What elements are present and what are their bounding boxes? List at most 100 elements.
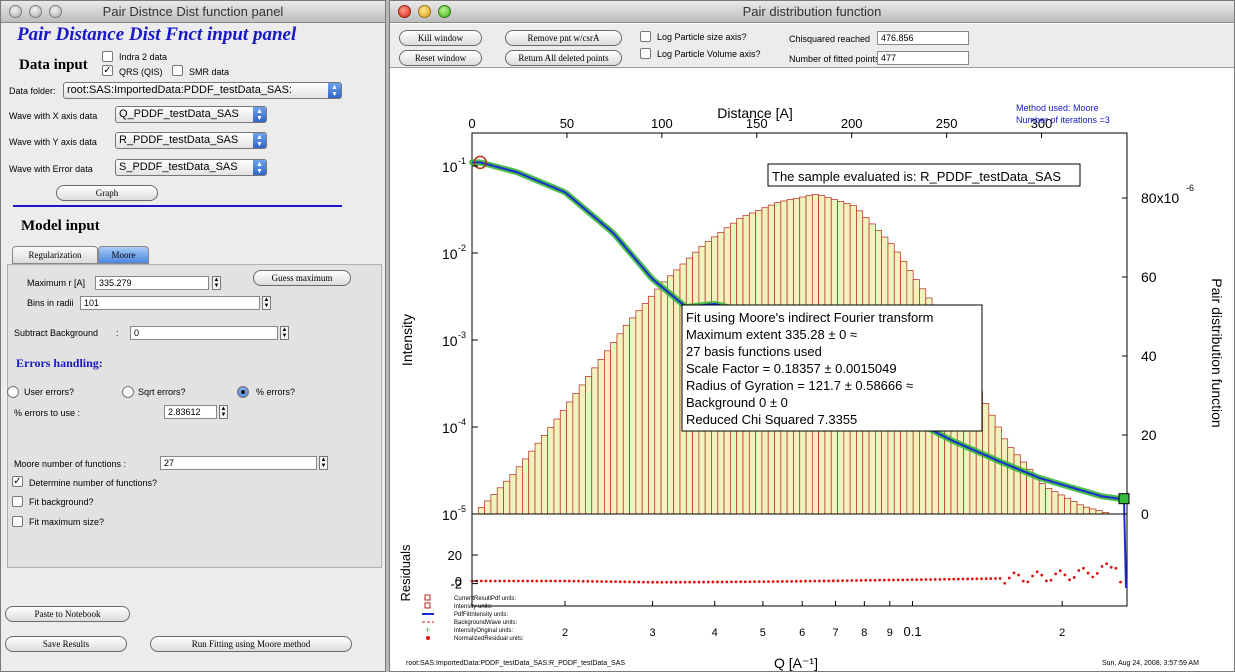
residual-point	[688, 580, 692, 584]
data-folder-select[interactable]: root:SAS:ImportedData:PDDF_testData_SAS:…	[63, 82, 342, 99]
residual-point	[980, 577, 983, 581]
bins-stepper[interactable]: ▲ ▼	[262, 296, 271, 310]
right-tick-label: 0	[1141, 506, 1149, 522]
left-window-titlebar[interactable]: Pair Distnce Dist function panel	[1, 1, 385, 23]
pdf-bar	[641, 303, 649, 515]
determine-functions-checkbox[interactable]: ✓	[12, 476, 23, 487]
left-tick-exponent: -4	[458, 417, 466, 427]
return-points-button[interactable]: Return All deleted points	[505, 50, 622, 66]
section-divider	[13, 205, 342, 207]
qrs-label: QRS (QIS)	[119, 67, 163, 77]
x-wave-select[interactable]: Q_PDDF_testData_SAS ▲ ▼	[115, 106, 267, 123]
fit-info-line: Maximum extent 335.28 ± 0 ≈	[686, 327, 857, 342]
residual-point	[540, 579, 543, 583]
residual-point	[1007, 576, 1011, 580]
residual-point	[753, 580, 756, 584]
pct-errors-input[interactable]: 2.83612	[164, 405, 217, 419]
guess-maximum-button[interactable]: Guess maximum	[253, 270, 351, 286]
bottom-tick-label: 2	[562, 627, 568, 639]
tab-regularization[interactable]: Regularization	[12, 246, 98, 264]
max-r-input[interactable]: 335.279	[95, 276, 209, 290]
residual-point	[901, 578, 905, 582]
pdf-bar	[1095, 510, 1103, 515]
save-results-button[interactable]: Save Results	[5, 636, 127, 652]
residual-point	[1044, 579, 1048, 583]
residual-point	[609, 580, 613, 584]
close-icon[interactable]	[398, 5, 411, 18]
subtract-bg-input[interactable]: 0	[130, 326, 278, 340]
residual-point	[600, 580, 604, 583]
reset-window-button[interactable]: Reset window	[399, 50, 482, 66]
tab-moore[interactable]: Moore	[98, 246, 149, 264]
graph-button[interactable]: Graph	[56, 185, 158, 201]
chevron-updown-icon: ▲ ▼	[253, 107, 266, 122]
top-axis-title: Distance [A]	[717, 105, 792, 121]
close-icon[interactable]	[9, 5, 22, 18]
zoom-icon[interactable]	[438, 5, 451, 18]
sqrt-errors-radio[interactable]	[122, 386, 134, 398]
moore-num-input[interactable]: 27	[160, 456, 317, 470]
residual-point	[855, 579, 858, 582]
pdf-bar	[1045, 488, 1053, 515]
pdf-bar	[490, 493, 498, 515]
residual-point	[975, 577, 979, 581]
right-window-titlebar[interactable]: Pair distribution function	[390, 1, 1234, 23]
legend-entry: CurrentResultPdf units:	[454, 596, 516, 602]
left-tick-label: 10	[442, 507, 458, 523]
zoom-icon[interactable]	[49, 5, 62, 18]
residual-point	[924, 578, 928, 581]
user-errors-label: User errors?	[24, 387, 75, 397]
residual-point	[1091, 575, 1095, 579]
bins-input[interactable]: 101	[80, 296, 260, 310]
residual-point	[1049, 578, 1053, 582]
fit-background-checkbox[interactable]	[12, 496, 23, 507]
max-r-stepper[interactable]: ▲ ▼	[212, 276, 221, 290]
moore-num-stepper[interactable]: ▲ ▼	[319, 456, 328, 470]
smr-checkbox[interactable]	[172, 65, 183, 76]
pdf-bar	[1089, 508, 1097, 515]
right-axis-title: Pair distribution function	[1209, 278, 1225, 427]
log-volume-checkbox[interactable]	[640, 48, 651, 59]
residual-point	[503, 579, 506, 583]
pdf-bar	[610, 341, 618, 515]
log-size-checkbox[interactable]	[640, 31, 651, 42]
residual-point	[818, 579, 821, 583]
right-tick-label: 80x10	[1141, 190, 1179, 206]
log-size-label: Log Particle size axis?	[657, 32, 747, 42]
residual-point	[544, 579, 548, 583]
residual-point	[604, 580, 608, 583]
errors-handling-label: Errors handling:	[16, 356, 103, 370]
paste-to-notebook-button[interactable]: Paste to Notebook	[5, 606, 130, 622]
residual-point	[572, 579, 576, 583]
remove-point-button[interactable]: Remove pnt w/csrA	[505, 30, 622, 46]
run-fitting-button[interactable]: Run Fitting using Moore method	[150, 636, 352, 652]
residual-point	[771, 580, 775, 583]
residual-point	[966, 577, 970, 581]
pdf-bar	[477, 507, 485, 515]
residual-point	[563, 579, 567, 583]
pct-errors-radio[interactable]	[237, 386, 249, 398]
minimize-icon[interactable]	[418, 5, 431, 18]
fit-info-line: Background 0 ± 0	[686, 395, 788, 410]
residual-point	[567, 579, 571, 583]
residual-point	[994, 577, 997, 580]
fit-info-line: 27 basis functions used	[686, 344, 822, 359]
y-wave-select[interactable]: R_PDDF_testData_SAS ▲ ▼	[115, 132, 267, 149]
indra2-checkbox[interactable]	[102, 51, 113, 62]
kill-window-button[interactable]: Kill window	[399, 30, 482, 46]
residual-point	[943, 577, 946, 581]
pdf-bar	[566, 401, 574, 515]
err-wave-select[interactable]: S_PDDF_testData_SAS ▲ ▼	[115, 159, 267, 176]
footer-path: root:SAS:ImportedData:PDDF_testData_SAS:…	[406, 660, 625, 667]
qrs-checkbox[interactable]: ✓	[102, 65, 113, 76]
fit-max-size-checkbox[interactable]	[12, 516, 23, 527]
pdf-bar	[496, 487, 504, 515]
pct-errors-stepper[interactable]: ▲ ▼	[219, 405, 228, 419]
minimize-icon[interactable]	[29, 5, 42, 18]
user-errors-radio[interactable]	[7, 386, 19, 398]
subtract-bg-stepper[interactable]: ▲ ▼	[280, 326, 289, 340]
residual-point	[910, 578, 914, 582]
residual-point	[711, 580, 715, 584]
residual-point	[989, 577, 993, 580]
